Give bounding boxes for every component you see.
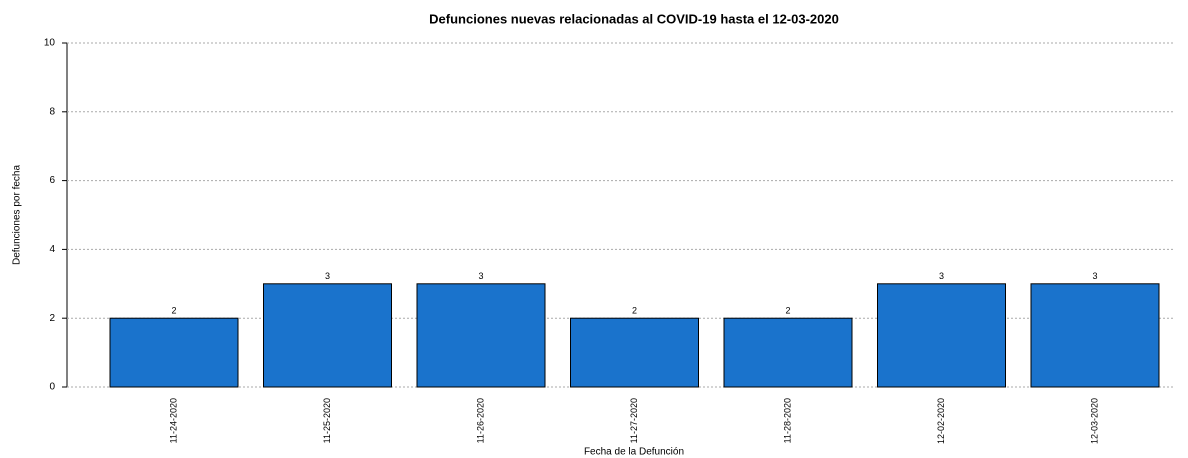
y-tick-label: 4 (49, 244, 55, 255)
x-tick-label: 11-24-2020 (168, 398, 178, 443)
x-tick-label: 12-02-2020 (936, 398, 946, 444)
bar (416, 283, 546, 388)
bar (570, 317, 699, 388)
value-label: 3 (939, 271, 944, 281)
bar (263, 283, 392, 388)
bar (877, 283, 1006, 388)
chart-title: Defunciones nuevas relacionadas al COVID… (429, 11, 839, 26)
x-tick-label: 11-27-2020 (629, 398, 639, 443)
x-tick-label: 11-26-2020 (475, 398, 485, 443)
y-tick-label: 2 (49, 313, 55, 324)
y-tick-label: 6 (49, 175, 55, 186)
y-axis-title: Defunciones por fecha (12, 165, 23, 266)
value-label: 3 (1092, 271, 1097, 281)
value-label: 3 (325, 271, 330, 281)
value-label: 3 (478, 271, 483, 281)
bar (723, 317, 853, 388)
y-tick-label: 8 (49, 106, 55, 117)
x-axis-title: Fecha de la Defunción (584, 447, 684, 458)
y-tick-label: 10 (44, 38, 56, 49)
bar (1030, 283, 1160, 388)
y-tick-label: 0 (49, 382, 55, 393)
bar (109, 317, 239, 388)
x-tick-label: 12-03-2020 (1089, 398, 1099, 444)
x-tick-label: 11-28-2020 (782, 398, 792, 443)
value-label: 2 (632, 306, 637, 316)
value-label: 2 (785, 306, 790, 316)
x-tick-label: 11-25-2020 (322, 398, 332, 443)
value-label: 2 (171, 306, 176, 316)
